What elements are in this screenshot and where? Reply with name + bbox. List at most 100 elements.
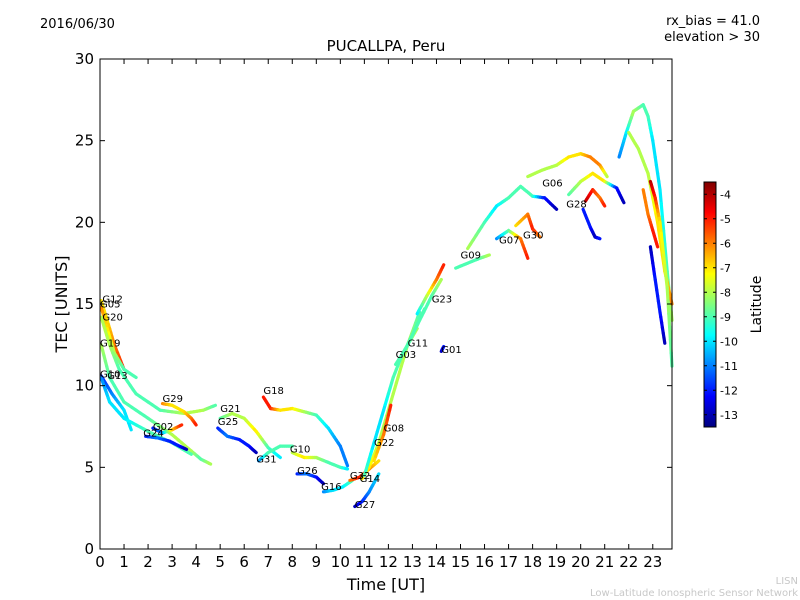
x-tick-label: 14 xyxy=(427,553,446,571)
data-segment xyxy=(604,173,609,179)
footer-network-name: Low-Latitude Ionospheric Sensor Network xyxy=(590,588,798,599)
data-segment xyxy=(661,253,667,268)
data-segment xyxy=(661,228,667,246)
satellite-label: G08 xyxy=(384,423,404,434)
satellite-label: G21 xyxy=(220,404,240,415)
data-segment xyxy=(655,242,660,249)
series-G24 xyxy=(144,434,189,451)
x-tick-label: 12 xyxy=(379,553,398,571)
series-G07 xyxy=(495,228,530,260)
data-segment xyxy=(666,299,671,316)
colorbar-tick-label: -10 xyxy=(720,335,738,348)
satellite-label: G20 xyxy=(102,312,122,323)
satellite-label: G25 xyxy=(218,417,238,428)
series-T20b xyxy=(581,207,602,241)
y-tick-label: 15 xyxy=(75,295,94,313)
series-T22e xyxy=(648,245,667,345)
data-segment xyxy=(128,424,133,432)
satellite-label: G31 xyxy=(256,454,276,465)
data-segment xyxy=(663,264,668,279)
data-segment xyxy=(388,403,393,412)
colorbar-tick-label: -13 xyxy=(720,409,738,422)
x-tick-label: 23 xyxy=(643,553,662,571)
data-segment xyxy=(660,242,666,257)
data-segment xyxy=(524,253,530,260)
x-tick-label: 21 xyxy=(595,553,614,571)
x-tick-label: 16 xyxy=(475,553,494,571)
date-label: 2016/06/30 xyxy=(40,17,115,32)
x-tick-label: 10 xyxy=(331,553,350,571)
series-G19 xyxy=(99,343,213,466)
satellite-label: G24 xyxy=(143,428,163,439)
satellite-label: G12 xyxy=(102,294,122,305)
series-T22d xyxy=(648,179,674,368)
colorbar-tick-label: -6 xyxy=(720,237,731,250)
x-tick-label: 22 xyxy=(619,553,638,571)
series-G21 xyxy=(218,411,282,460)
data-segment xyxy=(658,220,663,235)
satellite-label: G32 xyxy=(350,471,370,482)
data-segment xyxy=(665,286,670,303)
colorbar: -4 -5 -6 -7 -8 -9 -10 -11 -12 -13 Latitude xyxy=(703,181,765,428)
satellite-label: G26 xyxy=(297,466,317,477)
x-tick-label: 2 xyxy=(143,553,153,571)
data-segment xyxy=(207,461,213,466)
data-segment xyxy=(659,231,665,246)
satellite-label: G13 xyxy=(107,371,127,382)
data-segment xyxy=(186,450,193,456)
x-tick-label: 0 xyxy=(95,553,105,571)
series-G23 xyxy=(415,263,446,316)
series-G10b xyxy=(290,451,350,471)
colorbar-tick-label: -8 xyxy=(720,286,731,299)
colorbar-tick-label: -11 xyxy=(720,360,738,373)
data-segment xyxy=(183,447,189,451)
series-G25 xyxy=(216,426,258,455)
series-G31 xyxy=(257,444,294,463)
data-segment xyxy=(663,242,668,260)
colorbar-tick-label: -12 xyxy=(720,384,738,397)
x-tick-label: 1 xyxy=(119,553,129,571)
data-segment xyxy=(276,454,282,460)
x-tick-label: 17 xyxy=(499,553,518,571)
x-tick-label: 4 xyxy=(191,553,201,571)
satellite-label: G22 xyxy=(374,438,394,449)
data-segment xyxy=(375,472,381,479)
colorbar-label: Latitude xyxy=(749,276,765,334)
satellite-label: G27 xyxy=(355,500,375,511)
series-G08 xyxy=(372,403,393,463)
elevation-label: elevation > 30 xyxy=(664,30,760,45)
series-G02 xyxy=(151,423,184,435)
data-segment xyxy=(621,198,626,205)
data-segment xyxy=(486,253,491,258)
data-segment xyxy=(132,374,138,380)
series-G30 xyxy=(514,212,542,239)
data-segment xyxy=(667,312,672,329)
series-G29 xyxy=(160,402,198,427)
chart-title: PUCALLPA, Peru xyxy=(326,37,446,55)
x-tick-label: 19 xyxy=(547,553,566,571)
series-G06 xyxy=(466,184,559,251)
y-tick-label: 30 xyxy=(75,50,94,68)
satellite-label: G18 xyxy=(263,386,283,397)
data-segment xyxy=(438,277,443,284)
series-T22c xyxy=(641,188,660,249)
y-axis-label: TEC [UNITS] xyxy=(52,256,71,354)
satellite-label: G14 xyxy=(360,474,380,485)
axes: 0 1 2 3 4 5 6 7 8 9 10 11 12 13 14 15 16 17 18 19 20 21 22 2305… xyxy=(52,50,673,594)
series-G05 xyxy=(99,305,138,380)
y-tick-label: 0 xyxy=(84,540,94,558)
plot-area: G12G05G20G19G10G13G29G02G24G21G25G18G10G… xyxy=(99,103,674,511)
data-segment xyxy=(253,449,258,455)
satellite-label: G28 xyxy=(566,200,586,211)
satellite-label: G16 xyxy=(321,482,341,493)
series-G11 xyxy=(406,277,443,347)
y-tick-label: 20 xyxy=(75,213,94,231)
x-tick-label: 6 xyxy=(239,553,249,571)
data-segment xyxy=(664,275,669,290)
data-segment xyxy=(178,423,184,428)
satellite-label: G02 xyxy=(153,422,173,433)
series-T18 xyxy=(526,152,609,179)
y-tick-label: 25 xyxy=(75,132,94,150)
data-segment xyxy=(375,459,381,464)
